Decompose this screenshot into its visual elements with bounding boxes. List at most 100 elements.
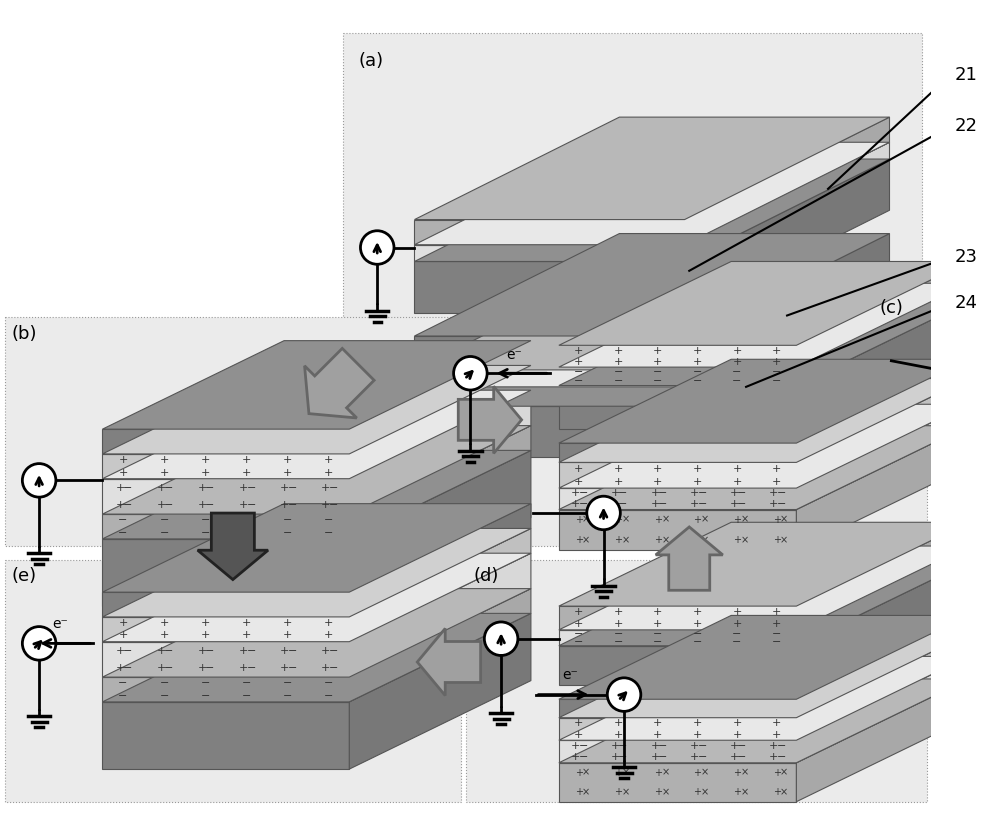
Text: ×: × — [661, 535, 669, 545]
Text: +: + — [650, 752, 660, 762]
Text: −: − — [737, 741, 746, 751]
Polygon shape — [796, 301, 969, 429]
Text: +: + — [575, 535, 583, 545]
Text: −: − — [329, 645, 338, 655]
Polygon shape — [102, 677, 349, 702]
Text: −: − — [123, 483, 132, 493]
Text: +: + — [732, 718, 742, 728]
Polygon shape — [414, 234, 890, 336]
Text: +: + — [614, 514, 622, 524]
Polygon shape — [349, 426, 531, 539]
Text: +: + — [772, 346, 781, 356]
Text: ×: × — [661, 787, 669, 797]
Text: +: + — [772, 463, 781, 473]
Polygon shape — [102, 478, 349, 514]
Text: −: − — [118, 528, 128, 538]
Text: 21: 21 — [955, 66, 978, 84]
Text: +: + — [159, 630, 169, 640]
Text: −: − — [164, 663, 174, 673]
Text: −: − — [732, 376, 742, 386]
Text: −: − — [697, 741, 707, 751]
Polygon shape — [559, 718, 796, 741]
Text: −: − — [242, 678, 251, 688]
Text: +: + — [239, 500, 248, 510]
Text: +: + — [201, 630, 210, 640]
Text: +: + — [614, 767, 622, 777]
Text: +: + — [653, 607, 663, 617]
Text: +: + — [693, 477, 702, 487]
Text: +: + — [280, 500, 289, 510]
Text: +: + — [733, 767, 741, 777]
Text: +: + — [650, 488, 660, 498]
Text: +: + — [118, 630, 128, 640]
Text: +: + — [118, 618, 128, 628]
Text: +: + — [280, 483, 289, 493]
Polygon shape — [559, 763, 796, 802]
Text: ×: × — [740, 514, 749, 524]
Text: +: + — [242, 455, 251, 465]
Polygon shape — [102, 514, 349, 539]
Text: (e): (e) — [11, 567, 36, 585]
Text: −: − — [205, 645, 215, 655]
Text: ×: × — [582, 535, 590, 545]
Text: +: + — [157, 500, 166, 510]
Text: ×: × — [622, 514, 630, 524]
Text: +: + — [283, 455, 292, 465]
Text: +: + — [239, 645, 248, 655]
Text: −: − — [574, 629, 583, 639]
Text: +: + — [118, 455, 128, 465]
Polygon shape — [414, 142, 890, 245]
Text: −: − — [159, 528, 169, 538]
Circle shape — [22, 463, 56, 497]
Text: +: + — [574, 477, 583, 487]
Text: −: − — [777, 499, 786, 509]
Text: +: + — [654, 535, 662, 545]
Polygon shape — [102, 617, 349, 641]
Text: +: + — [324, 455, 333, 465]
Text: +: + — [571, 741, 581, 751]
Text: −: − — [653, 637, 663, 647]
Text: +: + — [283, 630, 292, 640]
Text: −: − — [118, 678, 128, 688]
Text: +: + — [653, 463, 663, 473]
Text: +: + — [574, 718, 583, 728]
Text: +: + — [574, 619, 583, 629]
Text: +: + — [733, 787, 741, 797]
Circle shape — [454, 357, 487, 390]
Text: e⁻: e⁻ — [562, 669, 578, 682]
Text: −: − — [205, 500, 215, 510]
Polygon shape — [796, 378, 969, 488]
Text: −: − — [246, 663, 256, 673]
Text: +: + — [653, 357, 663, 367]
Text: −: − — [579, 499, 588, 509]
Text: +: + — [159, 468, 169, 478]
Text: +: + — [769, 499, 778, 509]
Text: +: + — [650, 741, 660, 751]
Polygon shape — [102, 592, 349, 617]
Text: +: + — [324, 468, 333, 478]
Polygon shape — [559, 301, 969, 386]
Text: −: − — [658, 741, 667, 751]
Polygon shape — [559, 546, 969, 630]
Text: +: + — [614, 357, 623, 367]
Text: +: + — [693, 535, 701, 545]
Text: −: − — [288, 500, 297, 510]
Polygon shape — [102, 539, 349, 606]
Polygon shape — [796, 261, 969, 367]
Text: (c): (c) — [880, 299, 903, 316]
Polygon shape — [559, 404, 969, 488]
Text: (b): (b) — [11, 325, 37, 343]
Text: +: + — [732, 619, 742, 629]
Text: −: − — [777, 741, 786, 751]
Text: −: − — [653, 367, 663, 377]
Text: −: − — [159, 515, 169, 525]
Circle shape — [587, 496, 620, 529]
Polygon shape — [414, 117, 890, 220]
Text: +: + — [321, 483, 331, 493]
Text: +: + — [772, 477, 781, 487]
Polygon shape — [796, 615, 969, 718]
Text: −: − — [737, 752, 746, 762]
Text: −: − — [693, 637, 702, 647]
Polygon shape — [102, 450, 531, 539]
Text: +: + — [324, 618, 333, 628]
